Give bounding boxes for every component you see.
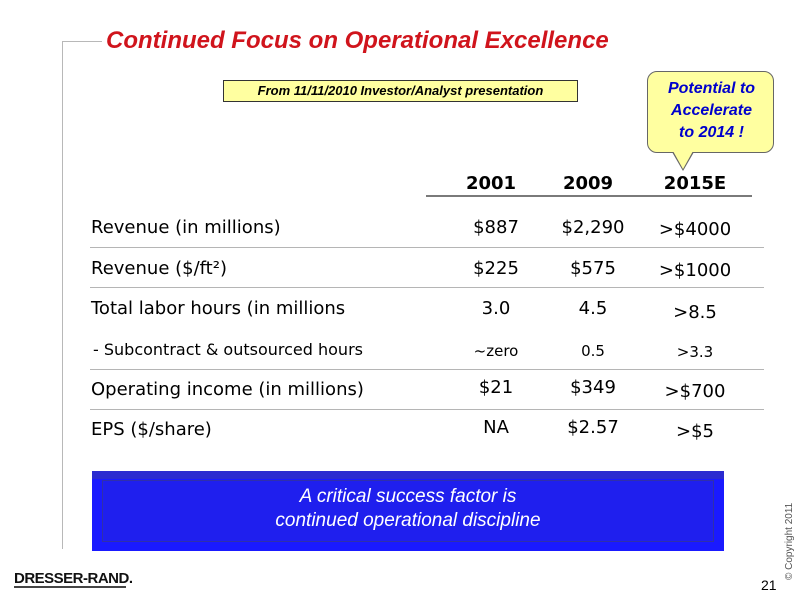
callout-text: Potential to Accelerate to 2014 ! — [648, 78, 775, 144]
banner-inner-panel — [102, 480, 714, 542]
source-note-box: From 11/11/2010 Investor/Analyst present… — [223, 80, 578, 102]
column-header-2015e: 2015E — [663, 173, 727, 194]
frame-left-line — [62, 41, 63, 549]
callout-tail — [673, 151, 693, 169]
banner-text: A critical success factor is continued o… — [92, 485, 724, 533]
cell-subcontract-2015e: >3.3 — [676, 343, 714, 361]
key-message-banner: A critical success factor is continued o… — [92, 471, 724, 551]
callout-line: Potential to — [667, 80, 756, 97]
cell-revenue-sqft-2009: $575 — [570, 258, 616, 279]
cell-revenue-2015e: >$4000 — [658, 219, 732, 240]
row-rule — [90, 369, 764, 370]
slide-title: Continued Focus on Operational Excellenc… — [106, 27, 609, 54]
callout-line: to 2014 ! — [679, 124, 744, 141]
row-label-revenue-per-sqft: Revenue ($/ft²) — [91, 258, 227, 279]
callout-box: Potential to Accelerate to 2014 ! — [647, 71, 774, 153]
logo-underline — [14, 586, 126, 588]
cell-subcontract-2001: ~zero — [473, 342, 519, 360]
cell-subcontract-2009: 0.5 — [581, 342, 605, 360]
cell-revenue-2001: $887 — [473, 217, 519, 238]
row-label-operating-income: Operating income (in millions) — [91, 379, 364, 400]
banner-line: A critical success factor is — [299, 486, 517, 507]
cell-eps-2015e: >$5 — [676, 421, 714, 442]
cell-revenue-sqft-2015e: >$1000 — [658, 260, 732, 281]
cell-revenue-2009: $2,290 — [561, 217, 625, 238]
banner-line: continued operational discipline — [275, 510, 541, 531]
cell-eps-2001: NA — [483, 417, 509, 438]
cell-labor-2015e: >8.5 — [673, 302, 717, 323]
cell-opincome-2015e: >$700 — [664, 381, 726, 402]
page-number: 21 — [761, 577, 777, 593]
banner-bevel — [92, 471, 724, 479]
copyright-notice: © Copyright 2011 — [784, 502, 795, 580]
cell-revenue-sqft-2001: $225 — [473, 258, 519, 279]
cell-opincome-2009: $349 — [570, 377, 616, 398]
cell-eps-2009: $2.57 — [567, 417, 619, 438]
callout-line: Accelerate — [671, 102, 752, 119]
row-label-eps: EPS ($/share) — [91, 419, 212, 440]
column-header-2001: 2001 — [465, 173, 517, 194]
row-rule — [90, 287, 764, 288]
cell-labor-2001: 3.0 — [481, 298, 511, 319]
header-rule — [426, 195, 752, 197]
dresser-rand-logo: DRESSER-RAND. — [14, 570, 133, 587]
row-rule — [90, 409, 764, 410]
row-rule — [90, 247, 764, 248]
row-label-labor-hours: Total labor hours (in millions — [91, 298, 346, 319]
cell-labor-2009: 4.5 — [578, 298, 608, 319]
column-header-2009: 2009 — [562, 173, 614, 194]
row-label-subcontract-hours: - Subcontract & outsourced hours — [93, 340, 363, 359]
cell-opincome-2001: $21 — [478, 377, 514, 398]
row-label-revenue: Revenue (in millions) — [91, 217, 281, 238]
frame-top-line — [62, 41, 102, 42]
